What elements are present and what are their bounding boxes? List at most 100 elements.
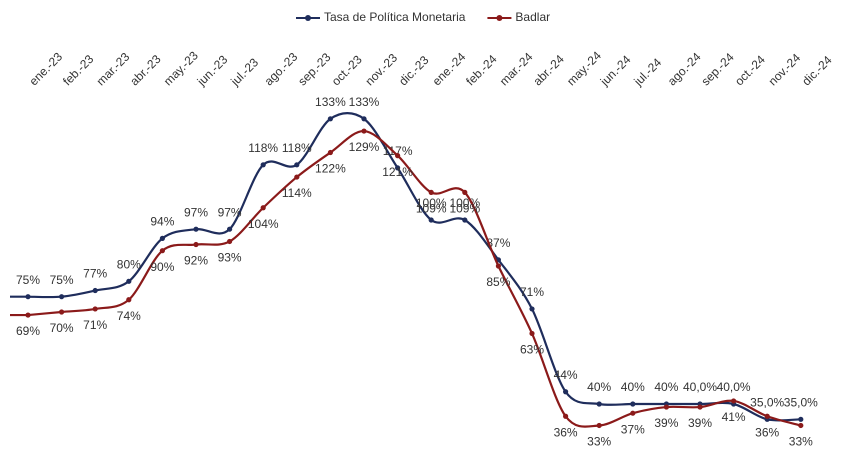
point (92, 306, 98, 312)
data-label: 118% (282, 141, 312, 155)
data-label: 41% (722, 410, 746, 424)
x-tick-label: feb.-24 (463, 52, 500, 89)
point (462, 217, 468, 223)
point (563, 413, 569, 419)
point (764, 413, 770, 419)
data-label: 71% (520, 285, 544, 299)
x-tick-label: mar.-24 (497, 49, 536, 88)
point (731, 398, 737, 404)
data-label: 133% (315, 95, 346, 109)
point (361, 116, 367, 122)
point (327, 116, 333, 122)
point (630, 410, 636, 416)
point (294, 174, 300, 180)
x-tick-label: ago.-24 (665, 49, 704, 88)
point (596, 422, 602, 429)
point (260, 162, 266, 168)
point (126, 297, 132, 303)
data-label: 94% (150, 215, 174, 229)
x-tick-label: sep.-24 (698, 50, 736, 88)
point (798, 422, 804, 429)
x-tick-label: oct.-24 (732, 52, 768, 88)
x-tick-label: abr.-24 (530, 52, 567, 89)
point (59, 294, 65, 300)
point (563, 389, 569, 395)
data-label: 33% (587, 435, 611, 449)
data-label: 35,0% (750, 396, 784, 410)
point (159, 235, 165, 241)
point (193, 226, 199, 232)
point (260, 205, 266, 211)
point (25, 294, 31, 300)
data-label: 39% (654, 416, 678, 430)
point (395, 165, 401, 171)
point (126, 278, 132, 284)
point (59, 309, 65, 315)
data-label: 77% (83, 267, 107, 281)
data-label: 92% (184, 254, 208, 268)
x-tick-label: oct.-23 (329, 52, 365, 88)
data-label: 35,0% (784, 396, 818, 410)
x-tick-label: may.-23 (161, 48, 201, 88)
x-tick-label: jul.-24 (631, 55, 665, 89)
legend-marker (305, 15, 311, 21)
legend-marker (496, 15, 503, 21)
data-label: 63% (520, 343, 544, 357)
point (92, 287, 98, 294)
x-tick-label: feb.-23 (60, 52, 97, 89)
data-label: 121% (382, 165, 413, 179)
point (428, 189, 434, 195)
point (227, 238, 233, 245)
point (529, 306, 535, 312)
point (596, 401, 602, 407)
data-label: 37% (621, 422, 645, 436)
point (529, 330, 535, 337)
data-label: 39% (688, 416, 712, 430)
data-label: 36% (554, 425, 578, 439)
point (798, 416, 804, 422)
point (361, 128, 367, 134)
data-label: 40% (654, 380, 678, 394)
legend-label: Badlar (515, 10, 550, 24)
data-label: 40% (621, 380, 645, 394)
data-label: 80% (117, 258, 141, 272)
x-tick-label: sep.-23 (295, 50, 333, 88)
data-label: 40,0% (717, 380, 751, 394)
x-tick-label: may.-24 (564, 48, 604, 88)
point (159, 248, 165, 254)
point (327, 149, 333, 156)
x-tick-label: ene.-24 (430, 49, 469, 88)
x-tick-label: dic.-24 (799, 53, 835, 89)
data-label: 87% (486, 236, 510, 250)
point (630, 401, 636, 407)
point (697, 404, 703, 410)
data-label: 109% (449, 202, 480, 216)
data-label: 118% (248, 141, 278, 155)
point (294, 162, 300, 168)
legend-label: Tasa de Política Monetaria (324, 10, 466, 24)
data-label: 74% (117, 309, 141, 323)
data-label: 85% (486, 275, 510, 289)
data-label: 104% (248, 217, 279, 231)
data-label: 40% (587, 380, 611, 394)
data-label: 122% (315, 162, 346, 176)
data-label: 70% (50, 321, 74, 335)
data-label: 36% (755, 425, 779, 439)
point (25, 312, 31, 318)
x-tick-label: mar.-23 (94, 49, 133, 88)
x-tick-label: ago.-23 (262, 49, 301, 88)
data-label: 97% (184, 205, 208, 219)
data-label: 97% (218, 205, 242, 219)
x-tick-label: ene.-23 (26, 49, 65, 88)
data-label: 75% (50, 273, 74, 287)
data-label: 90% (150, 260, 174, 274)
x-tick-label: nov.-24 (766, 51, 804, 89)
data-label: 109% (416, 202, 447, 216)
x-tick-label: dic.-23 (396, 53, 432, 89)
point (428, 217, 434, 223)
data-label: 69% (16, 324, 40, 338)
point (462, 189, 468, 195)
x-tick-label: jul.-23 (227, 55, 261, 89)
data-label: 114% (282, 186, 312, 200)
